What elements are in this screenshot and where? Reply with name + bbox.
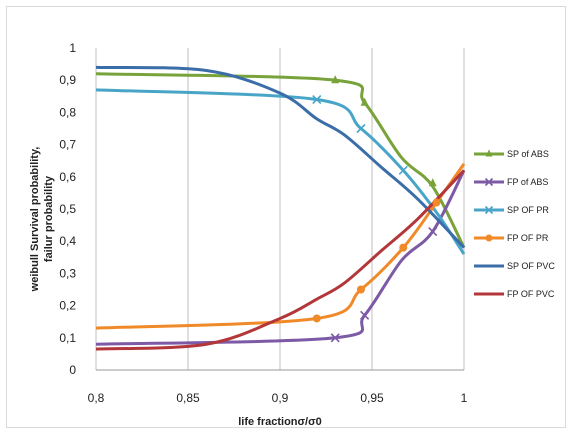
- y-tick-label: 0,2: [59, 299, 76, 313]
- legend-label: SP of ABS: [507, 149, 549, 159]
- x-marker: [428, 226, 438, 237]
- circle-marker: [356, 285, 365, 294]
- x-tick-labels: 0,8 0,85 0,9 0,95 1: [88, 391, 468, 405]
- legend-label: FP OF PVC: [507, 289, 555, 299]
- x-marker-stroke: [484, 205, 494, 215]
- y-axis-title-line1: weibull Survival probability,: [29, 147, 41, 293]
- legend-item: SP OF PR: [474, 205, 549, 215]
- series-line: [95, 65, 466, 249]
- triangle-marker: [428, 178, 437, 187]
- x-marker: [330, 333, 340, 343]
- x-tick-label: 0,9: [272, 391, 289, 405]
- circle-marker: [432, 198, 441, 207]
- legend-label: FP OF PR: [507, 233, 549, 243]
- triangle-marker: [485, 149, 493, 157]
- series-markers: [312, 75, 441, 343]
- circle-marker: [399, 243, 408, 252]
- y-tick-label: 0,3: [59, 266, 76, 280]
- y-tick-labels: 0 0,1 0,2 0,3 0,4 0,5 0,6 0,7 0,8 0,9 1: [59, 41, 76, 377]
- x-marker-stroke: [428, 226, 438, 237]
- triangle-marker: [331, 75, 340, 84]
- x-marker: [398, 165, 408, 175]
- x-tick-label: 0,8: [88, 391, 105, 405]
- series-line: [95, 169, 466, 351]
- y-tick-label: 0: [69, 363, 76, 377]
- legend-item: SP OF PVC: [474, 261, 555, 271]
- y-axis-title-line2: failur probability: [43, 175, 55, 262]
- legend: SP of ABS FP of ABS SP OF PR FP OF PR SP OF …: [474, 149, 555, 299]
- x-marker-stroke: [360, 310, 370, 320]
- y-tick-label: 1: [69, 41, 76, 55]
- x-marker: [356, 123, 366, 134]
- x-marker: [360, 310, 370, 320]
- y-tick-label: 0,7: [59, 138, 76, 152]
- x-marker: [484, 177, 494, 187]
- y-tick-label: 0,5: [59, 202, 76, 216]
- legend-item: FP OF PR: [474, 233, 549, 243]
- x-axis-title: life fractionσ/σ0: [238, 416, 322, 428]
- y-tick-label: 0,6: [59, 170, 76, 184]
- x-tick-label: 0,85: [176, 391, 200, 405]
- x-marker: [484, 205, 494, 215]
- circle-marker: [485, 234, 493, 242]
- grid: [95, 48, 465, 370]
- x-marker-stroke: [356, 123, 366, 134]
- legend-item: FP of ABS: [474, 177, 548, 187]
- x-marker: [312, 94, 322, 105]
- triangle-marker: [360, 97, 369, 106]
- y-tick-label: 0,9: [59, 73, 76, 87]
- legend-item: SP of ABS: [474, 149, 549, 159]
- x-marker-stroke: [398, 165, 408, 175]
- y-tick-label: 0,1: [59, 331, 76, 345]
- legend-label: SP OF PR: [507, 205, 549, 215]
- y-tick-label: 0,4: [59, 234, 76, 248]
- x-marker-stroke: [330, 333, 340, 343]
- x-tick-label: 0,95: [360, 391, 384, 405]
- x-marker-stroke: [484, 177, 494, 187]
- legend-label: FP of ABS: [507, 177, 548, 187]
- x-marker-stroke: [312, 94, 322, 105]
- y-tick-label: 0,8: [59, 105, 76, 119]
- x-tick-label: 1: [461, 391, 468, 405]
- legend-item: FP OF PVC: [474, 289, 555, 299]
- legend-label: SP OF PVC: [507, 261, 555, 271]
- circle-marker: [312, 314, 321, 323]
